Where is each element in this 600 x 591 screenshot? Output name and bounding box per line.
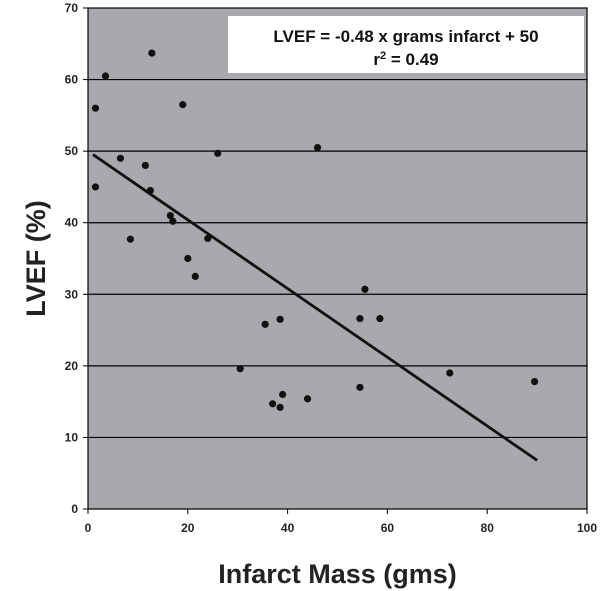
annotation-r-squared: r2 = 0.49 bbox=[373, 50, 438, 69]
data-point-3 bbox=[101, 72, 110, 80]
plot-border bbox=[87, 7, 588, 510]
data-point-18 bbox=[269, 400, 277, 408]
data-point-9 bbox=[166, 211, 174, 220]
data-point-4 bbox=[116, 154, 125, 162]
x-axis-title: Infarct Mass (gms) bbox=[218, 559, 457, 589]
y-tick-label: 10 bbox=[65, 430, 79, 444]
x-tick-label: 0 bbox=[85, 521, 92, 535]
plot-area bbox=[88, 8, 587, 509]
data-point-22 bbox=[303, 395, 312, 403]
x-tick-label: 80 bbox=[481, 521, 495, 535]
data-point-2 bbox=[91, 183, 100, 191]
annotation-box: LVEF = -0.48 x grams infarct + 50 r2 = 0… bbox=[228, 16, 584, 73]
y-tick-label: 20 bbox=[65, 359, 79, 373]
data-point-1 bbox=[91, 104, 100, 112]
data-point-12 bbox=[184, 254, 192, 263]
x-tick-label: 100 bbox=[577, 521, 597, 535]
y-tick-label: 0 bbox=[71, 502, 78, 516]
r-squared-exponent: 2 bbox=[380, 50, 386, 62]
r-squared-symbol: r bbox=[373, 50, 380, 69]
x-tick-label: 60 bbox=[381, 521, 395, 535]
y-tick-label: 30 bbox=[65, 287, 79, 301]
data-point-15 bbox=[214, 149, 222, 157]
x-tick-label: 40 bbox=[281, 521, 295, 535]
data-points bbox=[91, 49, 539, 411]
data-point-14 bbox=[204, 234, 212, 243]
data-point-5 bbox=[126, 235, 135, 243]
r-squared-value: = 0.49 bbox=[386, 50, 438, 69]
y-tick-label: 50 bbox=[65, 144, 79, 158]
data-point-13 bbox=[191, 272, 199, 280]
x-tick-label: 20 bbox=[181, 521, 195, 535]
data-point-7 bbox=[146, 186, 154, 195]
data-point-17 bbox=[261, 320, 269, 328]
data-point-23 bbox=[313, 143, 322, 152]
data-point-16 bbox=[236, 365, 244, 373]
annotation-equation: LVEF = -0.48 x grams infarct + 50 bbox=[273, 27, 538, 46]
data-point-21 bbox=[279, 390, 287, 399]
data-point-19 bbox=[276, 315, 284, 323]
data-point-20 bbox=[276, 403, 284, 411]
data-point-6 bbox=[141, 161, 149, 170]
y-axis-title: LVEF (%) bbox=[21, 200, 51, 317]
data-point-8 bbox=[148, 49, 156, 57]
data-point-10 bbox=[169, 217, 177, 225]
data-point-28 bbox=[446, 369, 454, 377]
data-point-29 bbox=[531, 378, 539, 386]
annotation-background bbox=[228, 16, 584, 73]
data-point-26 bbox=[361, 285, 369, 293]
data-point-25 bbox=[356, 383, 364, 391]
y-tick-label: 70 bbox=[65, 1, 79, 15]
regression-line bbox=[92, 153, 538, 462]
data-point-11 bbox=[179, 101, 187, 109]
y-tick-label: 60 bbox=[65, 73, 79, 87]
data-point-27 bbox=[376, 315, 384, 323]
data-point-24 bbox=[356, 315, 364, 323]
y-tick-label: 40 bbox=[65, 216, 79, 230]
axis-ticks: 0 10 20 30 40 50 60 70 0 20 40 60 80 100 bbox=[65, 1, 598, 535]
regression-line-group bbox=[92, 153, 538, 462]
